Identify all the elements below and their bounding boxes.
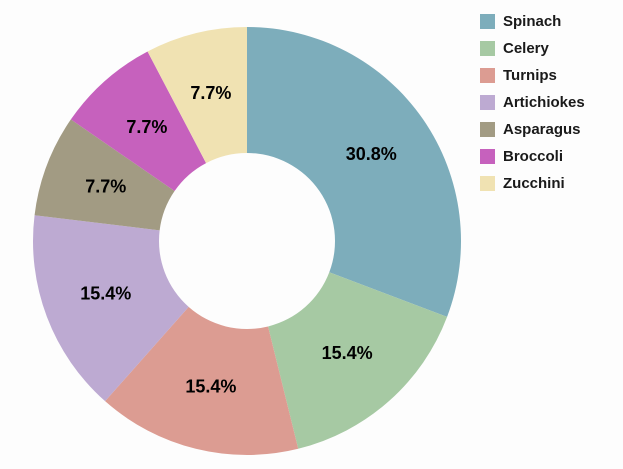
pie-slice-spinach[interactable]: [247, 27, 461, 317]
legend-item-artichiokes[interactable]: Artichiokes: [480, 93, 585, 111]
legend-item-zucchini[interactable]: Zucchini: [480, 174, 585, 192]
legend-item-spinach[interactable]: Spinach: [480, 12, 585, 30]
legend-label-broccoli: Broccoli: [503, 147, 564, 165]
pie-slice-turnips[interactable]: [105, 306, 299, 455]
legend-item-asparagus[interactable]: Asparagus: [480, 120, 585, 138]
legend-label-zucchini: Zucchini: [503, 174, 565, 192]
slice-label-zucchini: 7.7%: [190, 83, 231, 103]
legend-swatch-spinach: [480, 13, 495, 29]
pie-slice-celery[interactable]: [268, 272, 448, 449]
legend-swatch-zucchini: [480, 175, 495, 191]
slice-label-asparagus: 7.7%: [85, 176, 126, 196]
slice-label-turnips: 15.4%: [185, 376, 236, 396]
pie-slice-asparagus[interactable]: [34, 119, 175, 231]
slice-label-celery: 15.4%: [322, 343, 373, 363]
legend-swatch-artichiokes: [480, 94, 495, 110]
legend-item-turnips[interactable]: Turnips: [480, 66, 585, 84]
legend-swatch-asparagus: [480, 121, 495, 137]
legend-item-broccoli[interactable]: Broccoli: [480, 147, 585, 165]
slice-label-spinach: 30.8%: [346, 144, 397, 164]
chart-legend: Spinach Celery Turnips Artichiokes Asparagus…: [480, 12, 585, 192]
legend-swatch-celery: [480, 40, 495, 56]
slice-label-broccoli: 7.7%: [126, 117, 167, 137]
pie-slice-artichiokes[interactable]: [33, 215, 189, 402]
legend-swatch-turnips: [480, 67, 495, 83]
slice-label-artichiokes: 15.4%: [80, 283, 131, 303]
legend-label-celery: Celery: [503, 39, 549, 57]
pie-slice-zucchini[interactable]: [147, 26, 247, 164]
legend-label-artichiokes: Artichiokes: [503, 93, 585, 111]
legend-item-celery[interactable]: Celery: [480, 39, 585, 57]
legend-swatch-broccoli: [480, 148, 495, 164]
legend-label-asparagus: Asparagus: [503, 120, 581, 138]
legend-label-spinach: Spinach: [503, 12, 562, 30]
legend-label-turnips: Turnips: [503, 66, 557, 84]
pie-slice-broccoli[interactable]: [70, 51, 207, 192]
